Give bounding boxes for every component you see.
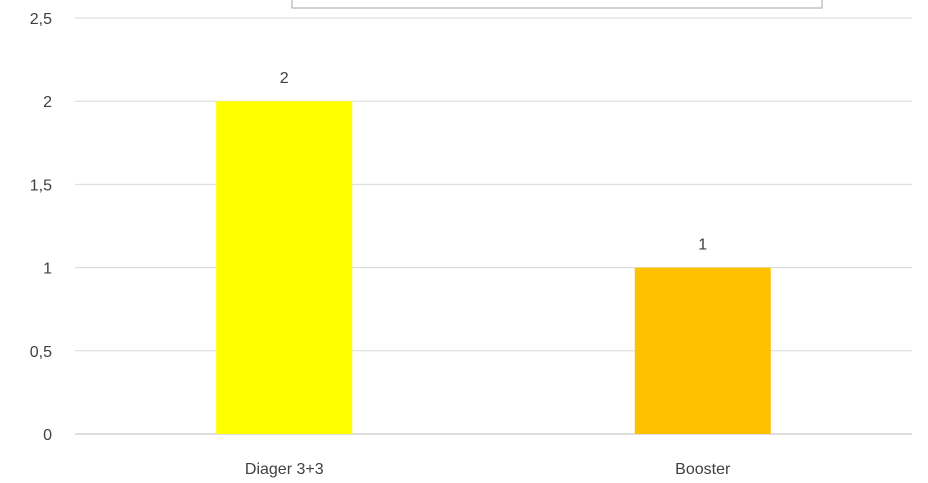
x-category-label: Booster (675, 461, 731, 478)
gridlines (75, 17, 912, 435)
y-tick-label: 0 (43, 427, 52, 444)
x-category-label: Diager 3+3 (245, 461, 324, 478)
y-tick-label: 1 (43, 261, 52, 278)
y-tick-label: 2,5 (30, 11, 52, 28)
bars (216, 101, 771, 434)
y-tick-label: 2 (43, 94, 52, 111)
category-labels: Diager 3+3 Booster (245, 461, 731, 478)
bar[interactable] (216, 101, 353, 434)
data-labels: 21 (280, 70, 708, 253)
y-tick-label: 1,5 (30, 177, 52, 194)
y-axis-tick-labels: 0 0,5 1 1,5 2 2,5 (30, 11, 52, 444)
data-label: 1 (698, 237, 707, 254)
bar[interactable] (634, 267, 771, 434)
y-tick-label: 0,5 (30, 344, 52, 361)
data-label: 2 (280, 70, 289, 87)
legend-box (291, 0, 823, 9)
